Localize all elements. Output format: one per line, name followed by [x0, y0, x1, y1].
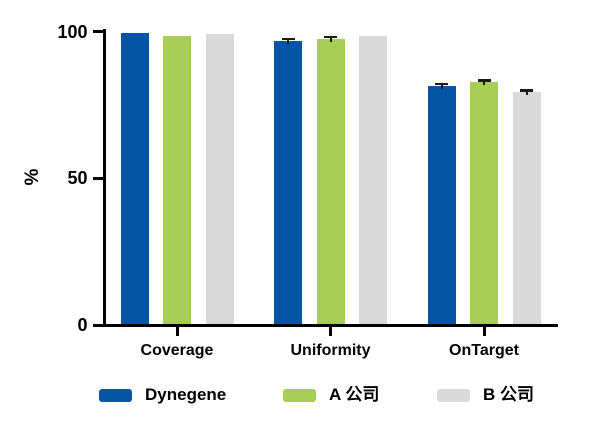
legend-label-a: A 公司 — [329, 385, 380, 404]
legend-label-dynegene: Dynegene — [145, 385, 227, 404]
legend-label-b: B 公司 — [483, 385, 534, 404]
error-bar-dynegene-uniformity — [287, 37, 289, 44]
error-cap-dynegene-ontarget — [435, 82, 448, 86]
bar-b-coverage — [205, 34, 234, 325]
bar-dynegene-uniformity — [274, 40, 302, 325]
error-cap-a-uniformity — [324, 35, 337, 39]
error-bar-dynegene-ontarget — [440, 82, 443, 89]
bar-b-uniformity — [359, 35, 387, 325]
bar-a-ontarget — [470, 82, 498, 325]
legend-item-dynegene: Dynegene — [99, 386, 226, 404]
error-cap-b-ontarget — [520, 89, 533, 92]
bar-dynegene-coverage — [120, 32, 149, 325]
y-tick-50 — [92, 176, 103, 180]
legend-swatch-dynegene — [99, 388, 132, 402]
y-axis-line — [102, 29, 106, 327]
legend-item-b: B 公司 — [437, 386, 534, 404]
error-bar-a-ontarget — [483, 79, 485, 86]
bar-a-coverage — [163, 35, 191, 325]
y-tick-label-0: 0 — [77, 315, 88, 335]
legend-swatch-a — [283, 388, 316, 402]
x-tick-ontarget — [482, 326, 486, 336]
y-tick-0 — [92, 323, 103, 327]
bar-b-ontarget — [512, 91, 541, 325]
bar-dynegene-ontarget — [427, 85, 456, 325]
y-tick-label-50: 50 — [67, 168, 88, 189]
x-tick-uniformity — [329, 326, 332, 336]
category-label-coverage: Coverage — [140, 342, 214, 359]
category-label-uniformity: Uniformity — [290, 342, 371, 359]
category-label-ontarget: OnTarget — [449, 342, 519, 359]
x-axis-line — [102, 323, 558, 327]
x-tick-coverage — [175, 326, 179, 336]
error-bar-a-uniformity — [329, 35, 332, 42]
legend-swatch-b — [437, 388, 470, 402]
error-bar-b-ontarget — [525, 89, 528, 95]
error-cap-dynegene-uniformity — [281, 37, 295, 41]
legend-item-a: A 公司 — [283, 386, 379, 404]
y-tick-label-100: 100 — [57, 21, 88, 42]
error-cap-a-ontarget — [477, 79, 491, 82]
y-tick-100 — [92, 30, 103, 33]
bar-a-uniformity — [316, 38, 345, 325]
